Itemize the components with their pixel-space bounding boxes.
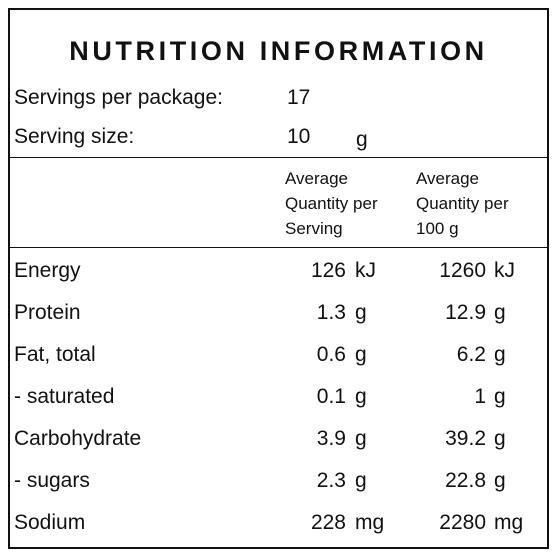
nutrient-name: - saturated bbox=[14, 385, 115, 408]
serving-size-unit: g bbox=[356, 128, 368, 151]
nutrient-name: Sodium bbox=[14, 511, 86, 534]
per-serving: 126 bbox=[310, 259, 346, 282]
per-100g: 1260 bbox=[439, 259, 486, 282]
nutrient-name: - sugars bbox=[14, 469, 90, 492]
per-serving-unit: mg bbox=[355, 511, 385, 534]
nutrient-name: Energy bbox=[14, 259, 81, 282]
per-100g: 22.8 bbox=[445, 469, 486, 492]
column-header: 100 g bbox=[416, 219, 459, 238]
per-serving: 228 bbox=[310, 511, 346, 534]
per-100g-unit: g bbox=[494, 469, 506, 492]
per-serving-unit: kJ bbox=[355, 259, 376, 282]
per-serving-unit: g bbox=[355, 385, 367, 408]
per-100g: 39.2 bbox=[445, 427, 486, 450]
per-100g: 2280 bbox=[439, 511, 486, 534]
column-header: Average bbox=[416, 169, 480, 188]
per-serving-unit: g bbox=[355, 301, 367, 324]
per-serving-unit: g bbox=[355, 427, 367, 450]
per-100g: 1 bbox=[474, 385, 486, 408]
per-serving: 3.9 bbox=[316, 427, 346, 450]
per-100g-unit: g bbox=[494, 301, 506, 324]
nutrient-name: Protein bbox=[14, 301, 81, 324]
column-header: Quantity per bbox=[285, 194, 378, 213]
per-100g: 12.9 bbox=[445, 301, 486, 324]
per-serving: 0.1 bbox=[316, 385, 346, 408]
serving-size-label: Serving size: bbox=[14, 125, 135, 148]
column-header: Quantity per bbox=[416, 194, 509, 213]
per-100g-unit: mg bbox=[494, 511, 524, 534]
nutrient-name: Carbohydrate bbox=[14, 427, 142, 450]
nutrition-panel: NUTRITION INFORMATION Servings per packa… bbox=[8, 8, 549, 549]
per-100g-unit: g bbox=[494, 343, 506, 366]
per-serving-unit: g bbox=[355, 343, 367, 366]
divider bbox=[10, 157, 547, 158]
column-header: Serving bbox=[285, 219, 343, 238]
per-100g-unit: g bbox=[494, 427, 506, 450]
per-100g-unit: g bbox=[494, 385, 506, 408]
title: NUTRITION INFORMATION bbox=[69, 36, 488, 66]
nutrient-name: Fat, total bbox=[14, 343, 96, 366]
column-header: Average bbox=[285, 169, 349, 188]
per-serving: 0.6 bbox=[316, 343, 346, 366]
per-serving: 2.3 bbox=[316, 469, 346, 492]
servings-label: Servings per package: bbox=[14, 86, 223, 109]
serving-size-value: 10 bbox=[287, 125, 311, 148]
per-serving: 1.3 bbox=[316, 301, 346, 324]
per-100g: 6.2 bbox=[456, 343, 486, 366]
servings-value: 17 bbox=[287, 86, 311, 109]
divider bbox=[10, 247, 547, 248]
per-serving-unit: g bbox=[355, 469, 367, 492]
per-100g-unit: kJ bbox=[494, 259, 515, 282]
